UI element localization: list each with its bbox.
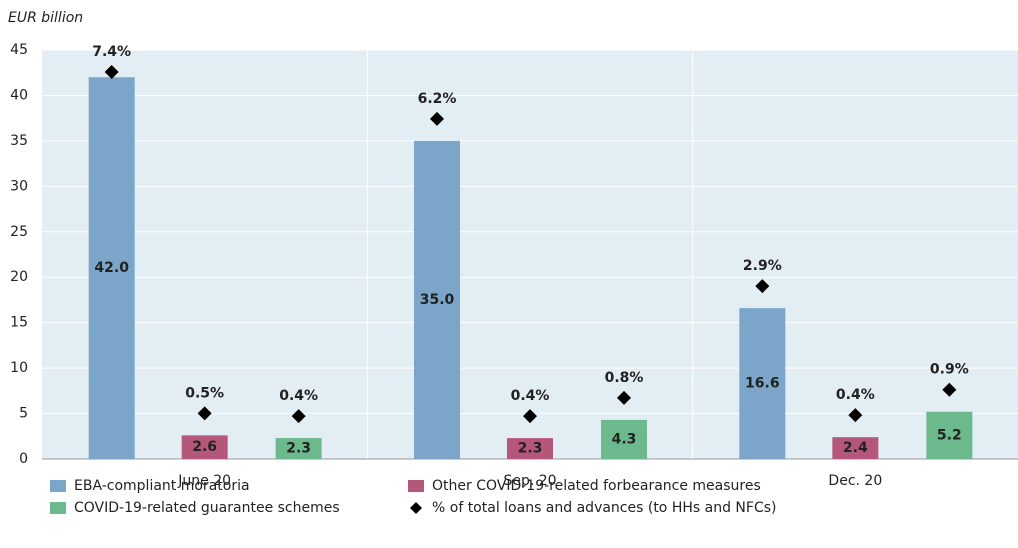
y-tick-label: 35 [10, 133, 28, 149]
bar-value-label: 2.3 [518, 441, 543, 457]
share-label: 0.5% [185, 385, 224, 401]
bar-value-label: 2.4 [843, 440, 868, 456]
bar [275, 438, 322, 459]
x-tick-label: Sep. 20 [503, 473, 556, 489]
share-label: 6.2% [418, 91, 457, 107]
share-label: 0.9% [930, 362, 969, 378]
y-tick-label: 40 [10, 87, 28, 103]
bar [832, 437, 879, 459]
bar [601, 419, 647, 459]
y-tick-label: 5 [19, 406, 28, 422]
y-tick-label: 45 [10, 42, 28, 58]
bar [926, 411, 973, 459]
share-label: 0.4% [279, 388, 318, 404]
y-tick-label: 25 [10, 224, 28, 240]
bar [88, 77, 135, 460]
y-tick-label: 0 [19, 451, 28, 467]
bar-value-label: 2.6 [192, 439, 217, 455]
share-label: 2.9% [743, 258, 782, 274]
legend-label: COVID-19-related guarantee schemes [74, 500, 340, 516]
y-axis-label: EUR billion [8, 10, 83, 26]
share-marker [523, 409, 537, 424]
legend-label: % of total loans and advances (to HHs an… [432, 500, 776, 516]
legend-swatch [50, 480, 66, 492]
legend-label: Other COVID-19-related forbearance measu… [432, 478, 761, 494]
bar-value-label: 5.2 [937, 427, 962, 443]
x-tick-label: June 20 [177, 473, 231, 489]
plot-background [42, 50, 1018, 459]
share-label: 0.4% [511, 388, 550, 404]
legend-swatch [408, 480, 424, 492]
share-marker [430, 111, 444, 126]
legend-swatch [50, 502, 66, 514]
x-tick-label: Dec. 20 [828, 473, 882, 489]
share-label: 7.4% [92, 44, 131, 60]
share-marker [291, 409, 306, 424]
y-tick-label: 10 [10, 360, 28, 376]
share-marker [197, 406, 212, 421]
share-marker [617, 390, 631, 405]
y-tick-label: 20 [10, 269, 28, 285]
bar-value-label: 42.0 [94, 260, 129, 276]
bar [739, 308, 786, 459]
share-label: 0.8% [605, 370, 644, 386]
legend-marker [410, 502, 422, 514]
bar-value-label: 2.3 [286, 441, 311, 457]
y-tick-label: 15 [10, 315, 28, 331]
bar-value-label: 35.0 [420, 292, 455, 308]
y-tick-label: 30 [10, 178, 28, 194]
share-marker [942, 382, 957, 397]
share-marker [848, 408, 863, 423]
bar [507, 438, 553, 459]
share-marker [104, 65, 119, 79]
bar [181, 435, 228, 459]
share-label: 0.4% [836, 387, 875, 403]
share-marker [755, 279, 770, 294]
bar [414, 140, 460, 459]
bar-value-label: 16.6 [745, 376, 780, 392]
legend-label: EBA-compliant moratoria [74, 478, 250, 494]
bar-value-label: 4.3 [612, 431, 637, 447]
